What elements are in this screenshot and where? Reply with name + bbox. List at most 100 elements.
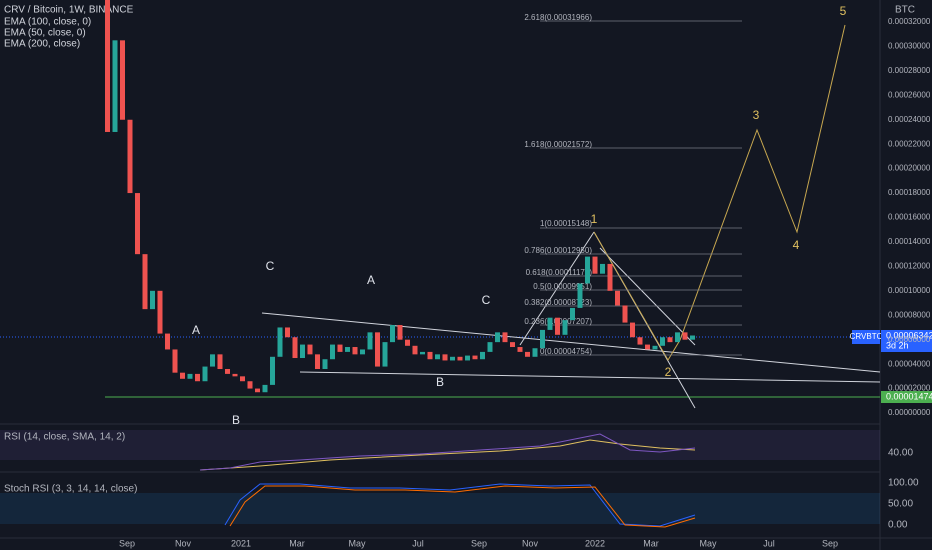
candle [105, 0, 110, 132]
candle [435, 354, 440, 360]
candle [337, 344, 343, 352]
candle [300, 344, 305, 359]
candle [660, 337, 665, 346]
indicator-label: EMA (200, close) [4, 39, 80, 50]
time-label: Sep [471, 538, 487, 548]
candle [637, 337, 643, 345]
stoch-level: 0.00 [888, 520, 908, 531]
candle [195, 373, 200, 382]
candle [457, 356, 463, 361]
candle [375, 332, 380, 367]
price-label: 0.00026000 [888, 90, 931, 99]
time-label: Mar [643, 538, 659, 548]
candle [180, 372, 185, 379]
rsi-title[interactable]: RSI (14, close, SMA, 14, 2) [4, 432, 125, 443]
price-label: 0.00014000 [888, 237, 931, 246]
countdown: 3d 2h [886, 340, 909, 350]
candle [510, 342, 515, 348]
candle [127, 119, 133, 194]
time-label: May [699, 538, 717, 548]
candle [592, 256, 598, 274]
candle [292, 337, 298, 359]
price-label: 0.00004000 [888, 359, 931, 368]
symbol-tag-text: CRVBTC [850, 332, 883, 341]
candle [315, 354, 320, 370]
candle [255, 388, 260, 393]
price-label: 0.00030000 [888, 42, 931, 51]
rsi-band [0, 430, 880, 460]
candle [675, 332, 680, 343]
correction-label: A [367, 273, 375, 287]
candle [232, 373, 238, 377]
candle [165, 333, 170, 350]
price-label: 0.00032000 [888, 17, 931, 26]
stoch-k [224, 483, 696, 527]
candle [187, 373, 193, 379]
wave-label: 3 [753, 108, 760, 122]
candle [480, 351, 485, 360]
candle [630, 322, 635, 338]
trendline [599, 247, 696, 346]
candle [322, 359, 328, 370]
wave-label: 4 [793, 238, 800, 252]
price-label: 0.00024000 [888, 115, 931, 124]
price-label: 0.00008000 [888, 310, 931, 319]
candle [487, 342, 493, 352]
price-tag-text: 0.00006342 [886, 330, 932, 340]
fib-label: 1.618(0.00021572) [524, 140, 592, 149]
candle [217, 354, 223, 370]
candle [502, 332, 508, 343]
candle [600, 263, 605, 274]
candle [427, 351, 433, 360]
candle [645, 344, 650, 350]
candle [345, 347, 350, 352]
candle [517, 347, 523, 352]
correction-label: B [436, 375, 444, 389]
candle [150, 290, 155, 310]
candle [210, 354, 215, 367]
fib-label: 1(0.00015148) [540, 219, 592, 228]
time-label: May [348, 538, 366, 548]
wave-label: 2 [665, 365, 672, 379]
stoch-level: 100.00 [888, 478, 919, 489]
trendline [299, 371, 881, 383]
wave-label: 5 [840, 4, 847, 18]
stoch-level: 50.00 [888, 499, 913, 510]
time-label: Mar [289, 538, 305, 548]
price-label: 0.00012000 [888, 262, 931, 271]
time-label: Sep [822, 538, 838, 548]
candle [465, 355, 470, 361]
candle [585, 256, 590, 284]
candle [570, 307, 575, 321]
stoch-title[interactable]: Stoch RSI (3, 3, 14, 14, close) [4, 484, 137, 495]
support-tag-text: 0.00001474 [886, 391, 932, 401]
fib-label: 0.618(0.00011178) [526, 268, 593, 277]
correction-label: C [482, 293, 491, 307]
time-label: Nov [522, 538, 539, 548]
price-label: 0.00020000 [888, 164, 931, 173]
price-label: 0.00002000 [888, 384, 931, 393]
stoch-band [0, 493, 880, 524]
candle [622, 305, 628, 323]
symbol-title[interactable]: CRV / Bitcoin, 1W, BINANCE [4, 5, 134, 16]
trendline [261, 312, 881, 373]
fib-label: 2.618(0.00031966) [524, 13, 592, 22]
candle [405, 339, 410, 346]
candle [112, 40, 118, 132]
candle [615, 290, 620, 306]
fib-label: 0.382(0.00008723) [524, 298, 592, 307]
time-label: Nov [175, 538, 192, 548]
candle [412, 345, 418, 355]
candle [330, 344, 335, 360]
candle [352, 347, 358, 355]
candle [397, 325, 403, 340]
price-tag [881, 330, 932, 352]
candle [420, 351, 425, 355]
candle [382, 342, 388, 367]
price-label: 0.00028000 [888, 66, 931, 75]
time-label: Jul [412, 538, 424, 548]
price-label: 0.00006000 [888, 335, 931, 344]
candle [652, 345, 658, 350]
time-label: 2022 [585, 538, 605, 548]
